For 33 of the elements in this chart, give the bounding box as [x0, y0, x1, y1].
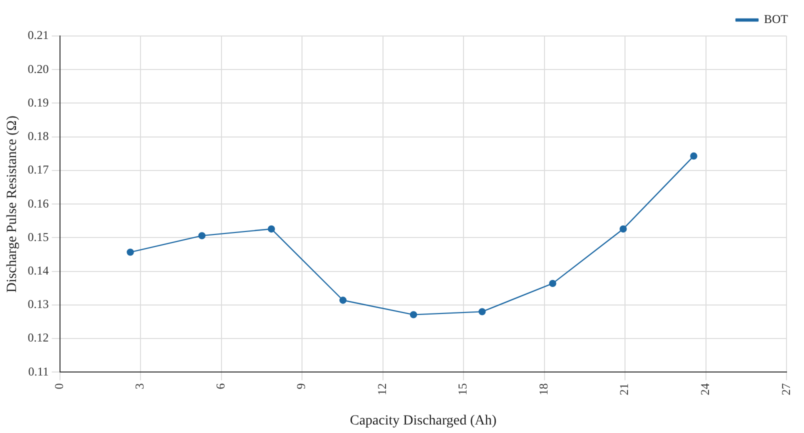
x-tick-label: 27 — [778, 383, 793, 396]
y-axis-title: Discharge Pulse Resistance (Ω) — [5, 115, 20, 293]
y-tick-label: 0.21 — [28, 28, 49, 42]
y-tick-label: 0.12 — [28, 330, 49, 345]
y-tick-label: 0.18 — [28, 129, 49, 144]
x-tick-label: 21 — [617, 383, 632, 396]
x-tick-label: 3 — [132, 383, 147, 390]
x-tick-label: 18 — [536, 383, 550, 396]
x-tick-label: 15 — [456, 383, 470, 396]
point — [268, 225, 275, 233]
point — [126, 248, 134, 256]
y-tick-label: 0.19 — [28, 95, 49, 110]
point — [198, 232, 206, 240]
y-tick-label: 0.20 — [28, 62, 49, 76]
y-tick-label: 0.17 — [28, 162, 49, 177]
y-tick-label: 0.11 — [28, 364, 49, 378]
x-tick-label: 12 — [374, 383, 389, 396]
x-tick-label: 24 — [698, 383, 712, 396]
y-tick-label: 0.14 — [28, 263, 49, 278]
point — [410, 311, 418, 318]
x-tick-label: 9 — [294, 383, 308, 390]
point — [478, 308, 486, 316]
point — [339, 296, 347, 304]
point — [690, 152, 698, 160]
y-tick-label: 0.15 — [28, 230, 49, 244]
y-tick-label: 0.16 — [28, 196, 49, 210]
x-axis-title: Capacity Discharged (Ah) — [350, 413, 497, 428]
x-tick-label: 6 — [213, 383, 228, 390]
point — [549, 280, 556, 288]
point — [620, 225, 627, 233]
legend-label: BOT — [764, 12, 789, 26]
y-tick-label: 0.13 — [28, 297, 49, 312]
x-tick-label: 0 — [52, 383, 66, 390]
